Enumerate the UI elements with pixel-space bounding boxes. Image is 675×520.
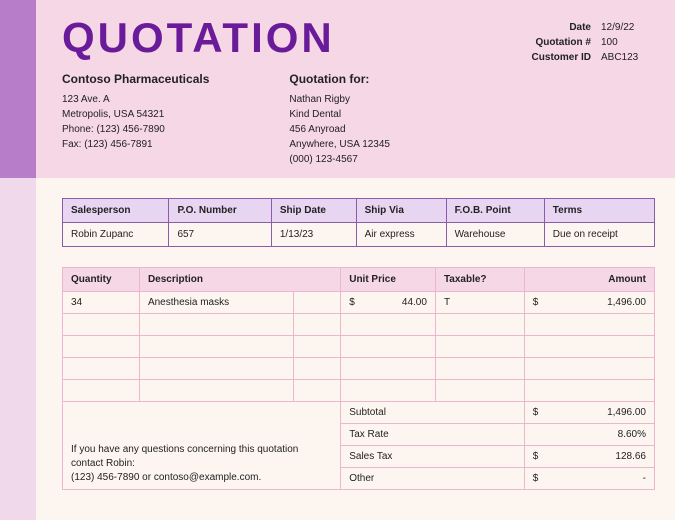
cell-unit: $44.00 [341,292,436,314]
col-terms: Terms [544,199,654,223]
meta-qnum-label: Quotation # [521,35,601,50]
totals-subtotal-row: If you have any questions concerning thi… [63,402,655,424]
customer-heading: Quotation for: [289,72,390,86]
meta-date-value: 12/9/22 [601,20,651,35]
cell-salesperson: Robin Zupanc [63,223,169,247]
cell-tax: T [435,292,524,314]
col-salesperson: Salesperson [63,199,169,223]
cell-fob: Warehouse [446,223,544,247]
company-name: Contoso Pharmaceuticals [62,72,209,86]
meta-block: Date 12/9/22 Quotation # 100 Customer ID… [521,20,651,65]
table-header-row: Salesperson P.O. Number Ship Date Ship V… [63,199,655,223]
customer-phone: (000) 123-4567 [289,152,390,167]
subtotal-value: $1,496.00 [524,402,654,424]
col-desc: Description [139,268,340,292]
cell-shipdate: 1/13/23 [271,223,356,247]
taxrate-label: Tax Rate [341,424,525,446]
company-line1: 123 Ave. A [62,92,209,107]
salestax-label: Sales Tax [341,446,525,468]
customer-org: Kind Dental [289,107,390,122]
table-row: 34 Anesthesia masks $44.00 T $1,496.00 [63,292,655,314]
meta-cust-value: ABC123 [601,50,651,65]
other-label: Other [341,468,525,490]
subtotal-label: Subtotal [341,402,525,424]
table-row [63,314,655,336]
customer-name: Nathan Rigby [289,92,390,107]
footer-note: If you have any questions concerning thi… [71,443,332,485]
taxrate-value: 8.60% [524,424,654,446]
col-po: P.O. Number [169,199,271,223]
cell-qty: 34 [63,292,140,314]
customer-block: Quotation for: Nathan Rigby Kind Dental … [289,72,390,167]
col-tax: Taxable? [435,268,524,292]
footer-line2: (123) 456-7890 or contoso@example.com. [71,471,332,485]
customer-line2: Anywhere, USA 12345 [289,137,390,152]
company-block: Contoso Pharmaceuticals 123 Ave. A Metro… [62,72,209,167]
table-row [63,358,655,380]
parties-block: Contoso Pharmaceuticals 123 Ave. A Metro… [62,72,655,167]
sidebar-accent-dark [0,0,36,178]
col-amt: Amount [524,268,654,292]
col-qty: Quantity [63,268,140,292]
cell-desc: Anesthesia masks [139,292,293,314]
cell-amt: $1,496.00 [524,292,654,314]
other-value: $- [524,468,654,490]
footer-line1: If you have any questions concerning thi… [71,443,332,471]
cell-shipvia: Air express [356,223,446,247]
company-line2: Metropolis, USA 54321 [62,107,209,122]
salestax-value: $128.66 [524,446,654,468]
sidebar-accent-light [0,178,36,520]
company-fax: Fax: (123) 456-7891 [62,137,209,152]
col-shipvia: Ship Via [356,199,446,223]
meta-cust-label: Customer ID [521,50,601,65]
col-fob: F.O.B. Point [446,199,544,223]
quotation-page: QUOTATION Date 12/9/22 Quotation # 100 C… [0,0,675,520]
cell-terms: Due on receipt [544,223,654,247]
shipping-table: Salesperson P.O. Number Ship Date Ship V… [62,198,655,247]
table-row [63,336,655,358]
col-shipdate: Ship Date [271,199,356,223]
col-unit: Unit Price [341,268,436,292]
body-section: Salesperson P.O. Number Ship Date Ship V… [36,178,675,520]
cell-po: 657 [169,223,271,247]
meta-qnum-value: 100 [601,35,651,50]
cell-blank [293,292,340,314]
header-section: QUOTATION Date 12/9/22 Quotation # 100 C… [36,0,675,178]
customer-line1: 456 Anyroad [289,122,390,137]
meta-date-label: Date [521,20,601,35]
table-row: Robin Zupanc 657 1/13/23 Air express War… [63,223,655,247]
company-phone: Phone: (123) 456-7890 [62,122,209,137]
items-table: Quantity Description Unit Price Taxable?… [62,267,655,490]
table-row [63,380,655,402]
table-header-row: Quantity Description Unit Price Taxable?… [63,268,655,292]
